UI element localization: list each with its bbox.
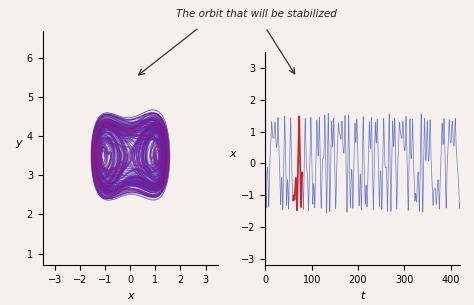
X-axis label: t: t xyxy=(360,291,365,301)
Y-axis label: y: y xyxy=(15,138,22,148)
Text: The orbit that will be stabilized: The orbit that will be stabilized xyxy=(175,9,337,19)
Y-axis label: x: x xyxy=(230,149,237,159)
X-axis label: x: x xyxy=(127,291,134,301)
